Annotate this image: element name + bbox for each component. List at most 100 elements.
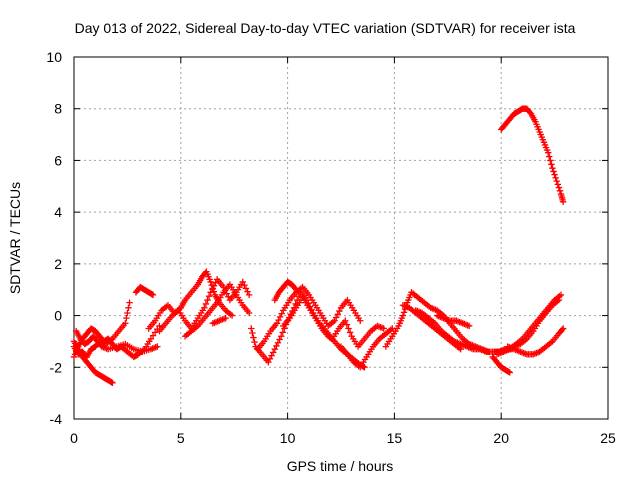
series-arc4	[70, 322, 163, 361]
data-point	[554, 181, 562, 188]
data-point	[332, 314, 340, 321]
series-arc15	[382, 289, 492, 355]
data-point	[343, 321, 351, 328]
series-arc18	[433, 312, 473, 330]
data-point	[271, 345, 278, 353]
data-point	[242, 285, 250, 292]
series-arc9	[209, 314, 229, 327]
x-tick-label: 10	[280, 430, 296, 446]
data-point	[245, 291, 253, 299]
data-point	[546, 153, 553, 160]
data-point	[204, 296, 211, 304]
y-tick-label: 10	[46, 49, 62, 65]
series-arc14	[337, 325, 396, 371]
data-point	[544, 149, 552, 156]
data-series	[70, 105, 567, 386]
series-arc13	[280, 294, 368, 371]
series-arc17	[412, 307, 516, 355]
data-point	[202, 300, 210, 308]
data-point	[275, 316, 282, 324]
data-point	[400, 309, 408, 316]
data-point	[556, 187, 564, 195]
data-point	[147, 335, 155, 343]
data-point	[548, 161, 555, 168]
axis-ticks: 0 5 10 15 20 25 -4 -2 0 2 4 6 8 10	[46, 49, 616, 446]
data-point	[266, 355, 274, 363]
series-arc12	[271, 278, 300, 304]
data-point	[278, 310, 285, 317]
data-point	[547, 157, 554, 164]
data-point	[205, 292, 213, 300]
x-tick-label: 5	[177, 430, 185, 446]
data-point	[279, 329, 286, 336]
data-point	[201, 304, 208, 312]
data-point	[273, 320, 281, 327]
data-point	[124, 309, 131, 317]
data-point	[239, 278, 246, 286]
data-point	[336, 307, 343, 315]
data-point	[552, 174, 559, 182]
data-point	[549, 164, 556, 172]
data-point	[555, 184, 563, 191]
data-point	[241, 281, 248, 289]
y-tick-label: 8	[54, 101, 62, 117]
y-tick-label: -4	[50, 411, 63, 427]
data-point	[553, 177, 560, 185]
data-point	[380, 325, 387, 332]
y-tick-label: 2	[54, 256, 62, 272]
series-arc8	[181, 281, 253, 340]
data-point	[557, 291, 565, 299]
y-tick-label: -2	[50, 359, 63, 375]
data-point	[277, 333, 285, 340]
x-tick-label: 20	[493, 430, 509, 446]
x-axis-label: GPS time / hours	[287, 458, 394, 474]
data-point	[244, 288, 251, 295]
data-point	[291, 285, 299, 292]
data-point	[249, 329, 256, 337]
series-arc21	[491, 296, 563, 355]
data-point	[342, 317, 349, 324]
chart-title: Day 013 of 2022, Sidereal Day-to-day VTE…	[75, 20, 576, 36]
data-point	[550, 168, 557, 175]
y-tick-label: 4	[54, 204, 62, 220]
data-point	[248, 325, 255, 332]
data-point	[558, 326, 566, 333]
data-point	[222, 314, 229, 322]
data-point	[151, 329, 159, 336]
data-point	[228, 312, 236, 319]
data-point	[268, 352, 275, 359]
data-point	[292, 286, 300, 293]
y-axis-label: SDTVAR / TECUs	[7, 182, 23, 294]
data-point	[276, 313, 284, 321]
data-point	[210, 282, 218, 290]
data-point	[506, 369, 513, 376]
data-point	[209, 285, 216, 293]
data-point	[526, 109, 534, 116]
data-point	[555, 296, 563, 304]
y-tick-label: 6	[54, 152, 62, 168]
grid-lines	[74, 57, 608, 419]
data-point	[345, 325, 352, 332]
series-arc19	[489, 353, 513, 376]
data-point	[331, 317, 338, 324]
data-point	[149, 291, 157, 299]
data-point	[357, 317, 364, 324]
series-arc11	[254, 283, 364, 353]
x-tick-label: 0	[70, 430, 78, 446]
x-tick-label: 15	[387, 430, 403, 446]
data-point	[250, 334, 257, 341]
data-point	[399, 312, 407, 319]
x-tick-label: 25	[600, 430, 616, 446]
data-point	[273, 342, 280, 350]
data-point	[269, 349, 277, 356]
data-point	[274, 339, 282, 346]
data-point	[123, 314, 130, 322]
data-point	[207, 289, 214, 296]
data-point	[465, 322, 473, 330]
series-arc5	[132, 283, 157, 299]
data-point	[334, 311, 341, 318]
data-point	[559, 325, 567, 332]
data-point	[346, 329, 354, 336]
data-point	[551, 171, 558, 178]
